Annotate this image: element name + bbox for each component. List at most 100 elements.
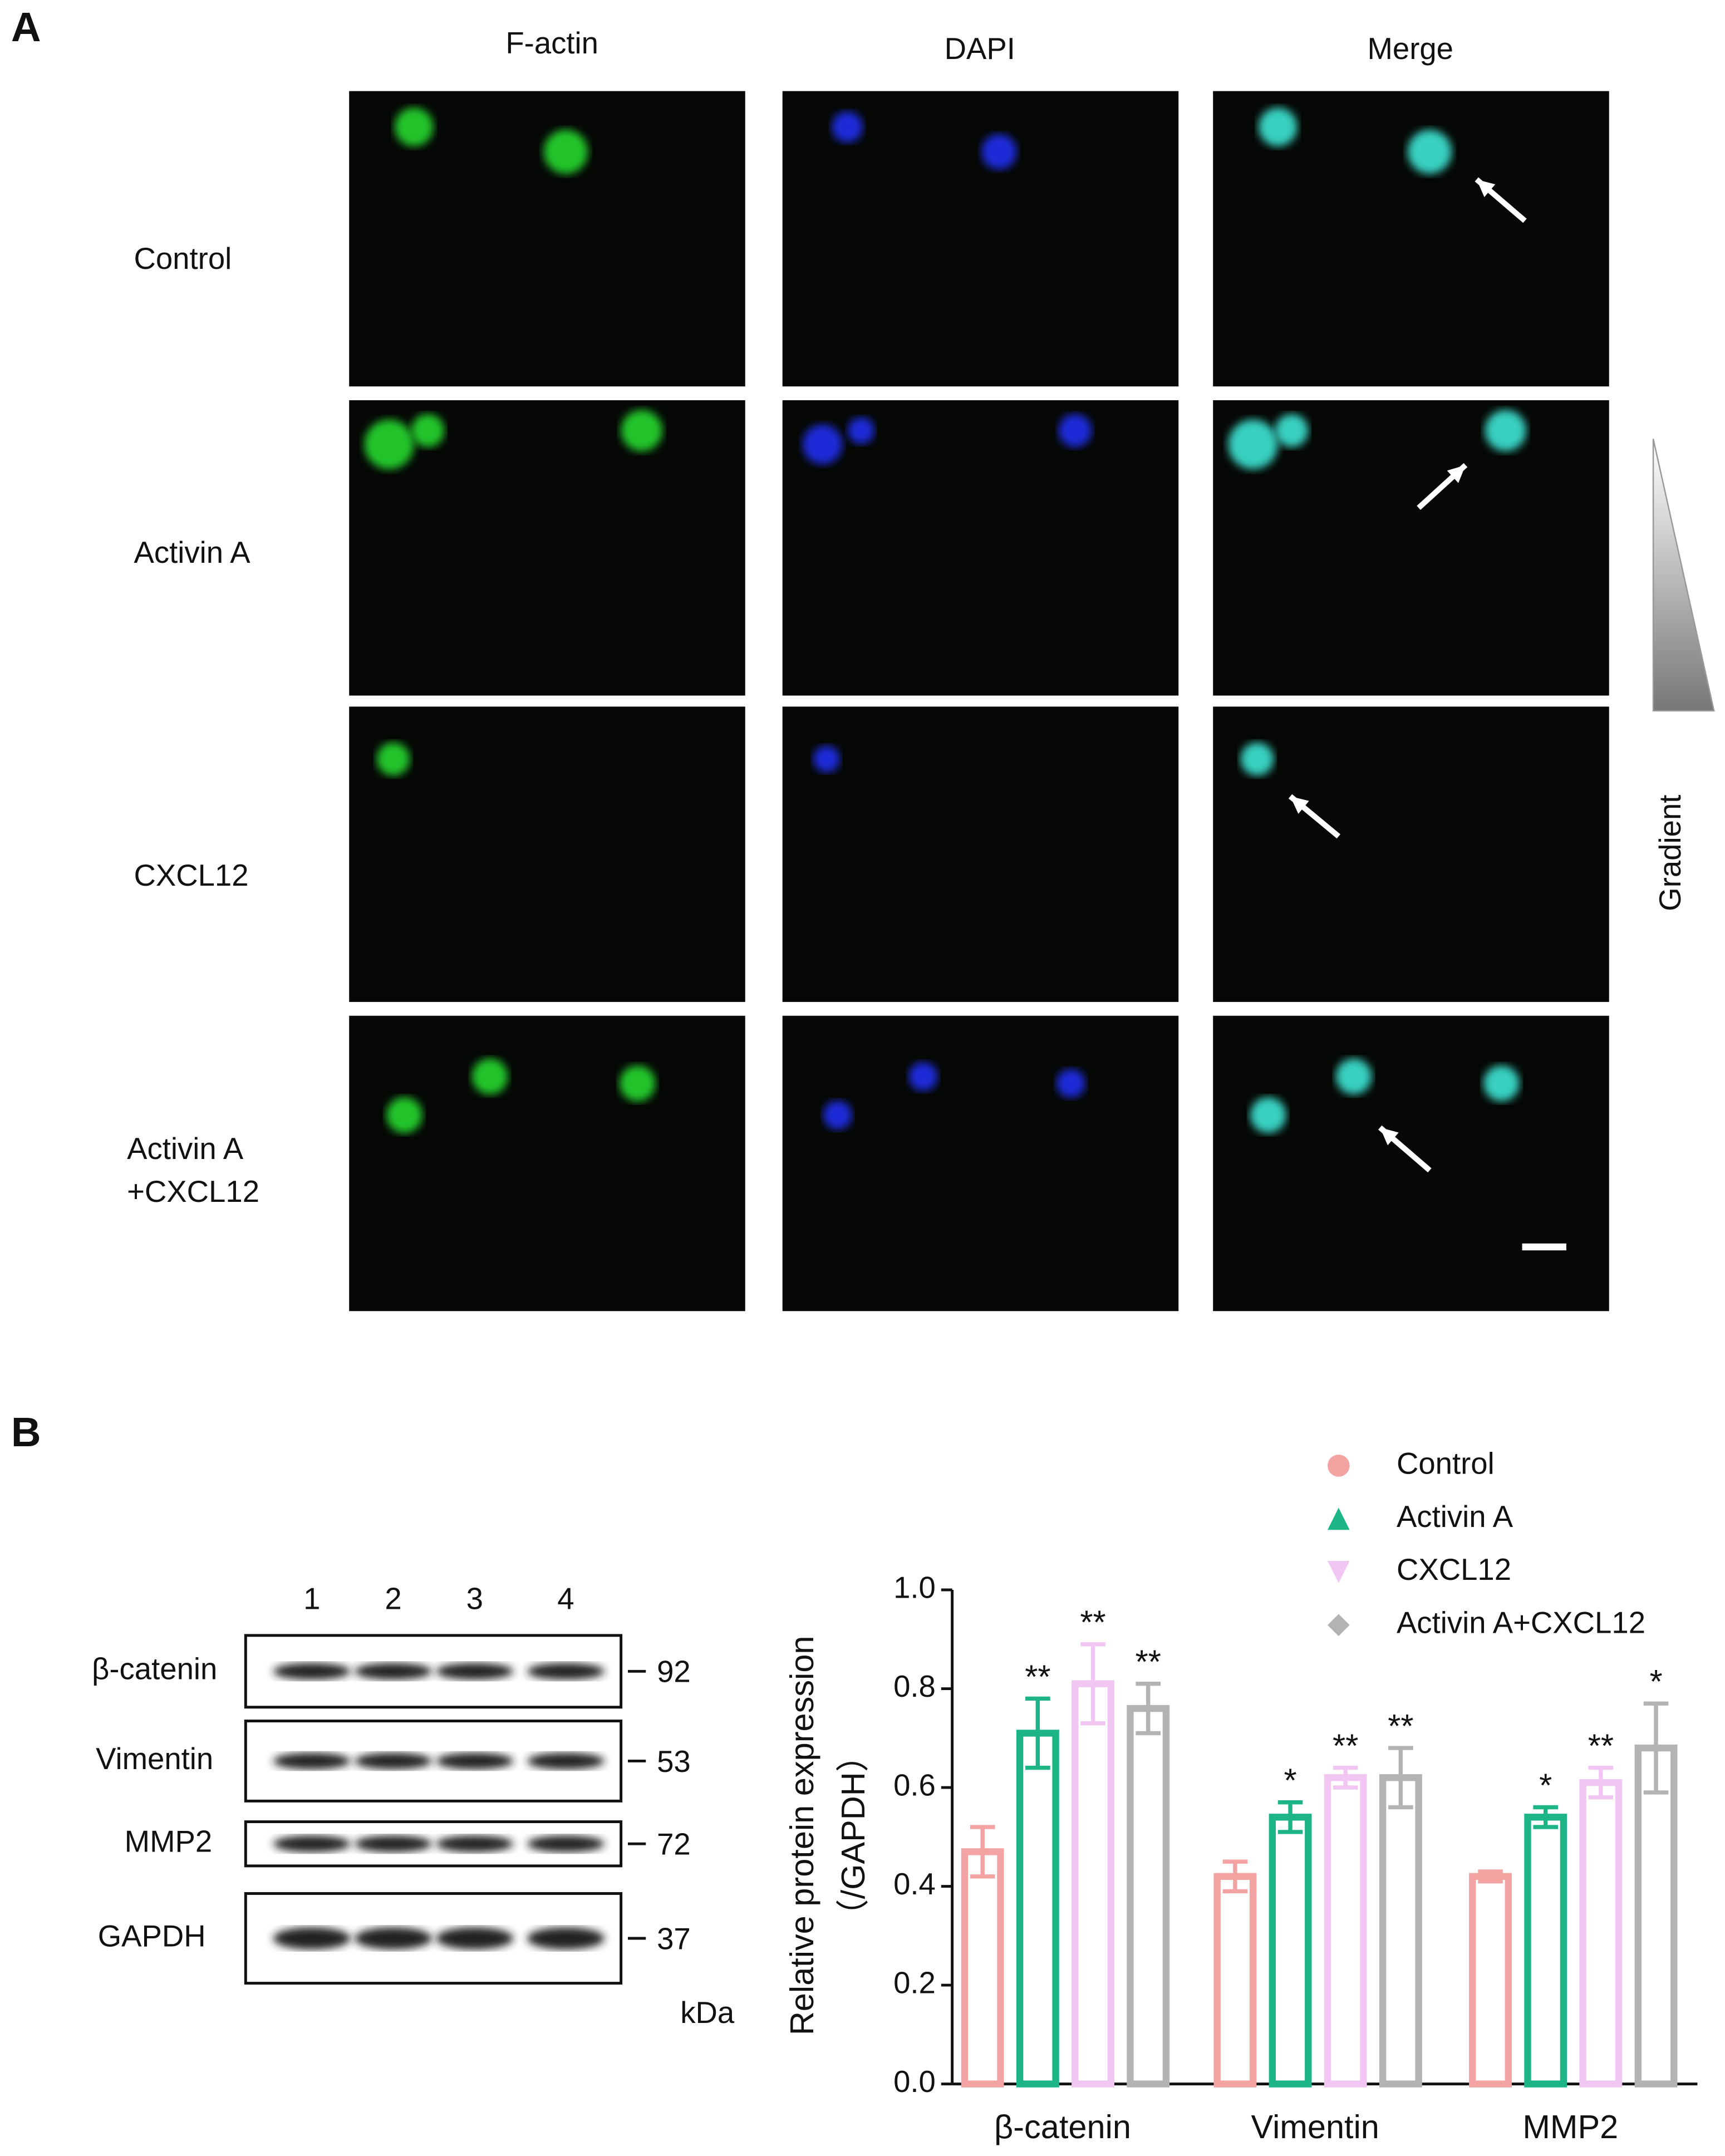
blot-band (355, 1752, 432, 1770)
cell (471, 1058, 508, 1095)
cell (832, 111, 863, 143)
row-label: Activin A (134, 536, 250, 569)
legend-marker (1327, 1614, 1350, 1637)
blot-band (436, 1835, 514, 1853)
error-bar (1533, 1805, 1559, 1829)
error-bar (1277, 1800, 1303, 1834)
error-bar (1333, 1765, 1358, 1790)
y-tick-label: 0.4 (893, 1867, 936, 1901)
cell (1483, 1065, 1520, 1102)
blot-band (273, 1663, 351, 1680)
cell (1228, 419, 1278, 469)
bar (1524, 1814, 1567, 2088)
error-bar (1643, 1701, 1669, 1795)
significance-label: ** (1588, 1727, 1614, 1765)
micrograph (782, 400, 1179, 696)
cell (411, 414, 445, 448)
error-bar (970, 1825, 995, 1879)
cell (981, 134, 1017, 170)
significance-label: ** (1025, 1658, 1050, 1695)
cell (823, 1101, 852, 1129)
bar (1213, 1873, 1257, 2088)
bar (1579, 1779, 1623, 2088)
kda-label: 53 (657, 1745, 691, 1779)
blot-band (355, 1835, 432, 1853)
blot-band (527, 1927, 605, 1949)
y-tick-label: 0.8 (893, 1669, 936, 1703)
significance-label: ** (1388, 1707, 1413, 1745)
bar (1072, 1680, 1114, 2088)
error-bar (1222, 1859, 1248, 1894)
lane-label: 2 (385, 1582, 401, 1615)
bar (1269, 1814, 1312, 2088)
cell (1275, 414, 1309, 448)
y-axis-label: （/GAPDH） (834, 1739, 872, 1932)
micrograph (1213, 1015, 1609, 1312)
cell (1335, 1058, 1372, 1095)
lane-label: 4 (557, 1582, 574, 1615)
micrograph (349, 400, 745, 696)
x-tick-label: β-catenin (994, 2108, 1131, 2145)
legend-marker (1327, 1560, 1350, 1583)
cell (543, 130, 588, 174)
row-label: Activin A (127, 1132, 244, 1166)
scale-bar (1522, 1243, 1566, 1251)
gradient-triangle (1652, 439, 1715, 712)
kda-label: 37 (657, 1922, 691, 1956)
lane-label: 1 (303, 1582, 320, 1615)
error-bar (1588, 1765, 1614, 1800)
cell (376, 742, 410, 776)
bar (1634, 1744, 1678, 2088)
arrow-head (1447, 465, 1466, 483)
cell (395, 107, 434, 146)
significance-label: * (1539, 1767, 1552, 1804)
legend-label: Control (1397, 1446, 1495, 1480)
micrograph (349, 1015, 745, 1312)
cell (848, 417, 874, 444)
y-tick-label: 0.6 (893, 1768, 936, 1802)
cell (620, 1065, 656, 1102)
blot-band (436, 1927, 514, 1949)
cell (1056, 1069, 1085, 1098)
legend-marker (1327, 1507, 1350, 1530)
blot-band (273, 1927, 351, 1949)
cell (1240, 742, 1274, 776)
bar (961, 1848, 1004, 2088)
kda-label: 72 (657, 1828, 691, 1862)
y-tick-label: 0.2 (893, 1966, 936, 2000)
column-label: F-actin (505, 26, 598, 60)
blot-band (436, 1752, 514, 1770)
row-label: Control (134, 242, 232, 276)
significance-label: * (1649, 1663, 1662, 1700)
error-bar (1025, 1696, 1050, 1770)
blot-band (355, 1663, 432, 1680)
blot-band (527, 1663, 605, 1680)
protein-label: MMP2 (125, 1825, 213, 1859)
significance-label: * (1284, 1762, 1296, 1799)
blot-band (527, 1752, 605, 1770)
micrograph (782, 1015, 1179, 1312)
row-label: +CXCL12 (127, 1175, 259, 1209)
cell (1259, 107, 1298, 146)
x-tick-label: MMP2 (1522, 2108, 1618, 2145)
bar (1324, 1774, 1367, 2088)
x-tick-label: Vimentin (1251, 2108, 1379, 2145)
micrograph (1213, 400, 1609, 696)
error-bar (1388, 1746, 1413, 1810)
legend-label: CXCL12 (1397, 1553, 1511, 1587)
bar (1127, 1705, 1170, 2088)
lane-label: 3 (466, 1582, 483, 1615)
cell (1485, 410, 1526, 451)
panel-label: B (11, 1409, 41, 1455)
bar (1016, 1730, 1059, 2088)
arrow-head (1290, 796, 1309, 814)
protein-label: GAPDH (98, 1919, 206, 1953)
y-axis-label: Relative protein expression (783, 1636, 820, 2035)
blot-band (355, 1927, 432, 1949)
arrow-head (1476, 179, 1496, 198)
bar (1379, 1774, 1422, 2088)
error-bar (1080, 1642, 1105, 1726)
arrow-head (1380, 1127, 1399, 1146)
row-label: CXCL12 (134, 858, 248, 892)
